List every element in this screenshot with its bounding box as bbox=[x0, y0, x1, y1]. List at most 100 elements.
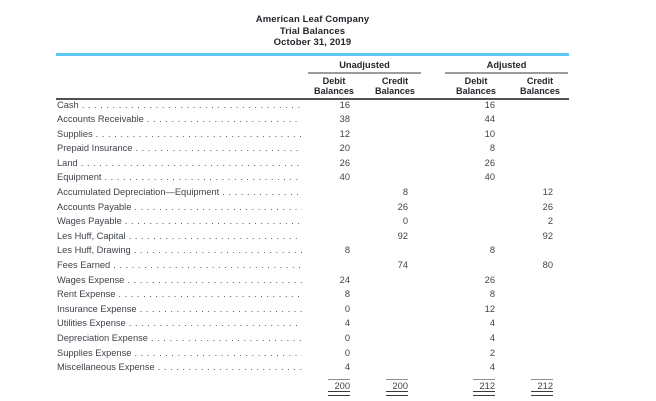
table-row: Cash 16 16 bbox=[56, 100, 569, 115]
account-name-cell: Supplies bbox=[56, 129, 302, 139]
amount-adjusted-debit: 8 bbox=[489, 289, 495, 300]
account-name-cell: Utilities Expense bbox=[56, 318, 302, 328]
amount-adjusted-debit: 8 bbox=[489, 245, 495, 256]
amount-unadjusted-debit: 8 bbox=[344, 289, 350, 300]
amount-adjusted-debit: 4 bbox=[489, 333, 495, 343]
report-date: October 31, 2019 bbox=[273, 37, 352, 48]
account-name: Prepaid Insurance bbox=[57, 143, 133, 154]
account-name: Land bbox=[57, 157, 78, 168]
amount-adjusted-credit: 12 bbox=[542, 187, 553, 198]
total-adjusted-debit-cell: 212 bbox=[441, 378, 511, 396]
amount-adjusted-credit: 2 bbox=[547, 216, 553, 227]
amount-unadjusted-debit: 0 bbox=[344, 303, 350, 314]
amount-adjusted-credit: 92 bbox=[542, 230, 553, 241]
amount-unadjusted-debit: 8 bbox=[344, 245, 350, 256]
table-row: Accounts Receivable 38 44 bbox=[56, 114, 569, 129]
amount-adjusted-debit: 2 bbox=[489, 347, 495, 358]
dot-leader bbox=[222, 187, 302, 197]
dot-leader bbox=[125, 216, 302, 226]
amount-unadjusted-debit: 4 bbox=[344, 362, 350, 373]
account-name: Utilities Expense bbox=[57, 318, 126, 329]
amount-unadjusted-debit: 16 bbox=[339, 99, 350, 110]
header-adjusted-debit: Debit Balances bbox=[441, 76, 511, 96]
amount-unadjusted-debit: 0 bbox=[344, 333, 350, 343]
amount-adjusted-debit: 10 bbox=[484, 128, 495, 139]
amount-unadjusted-credit: 92 bbox=[397, 230, 408, 241]
amount-adjusted-debit: 12 bbox=[484, 303, 495, 314]
group-header-unadjusted: Unadjusted bbox=[308, 60, 421, 74]
total-adjusted-debit: 212 bbox=[473, 378, 495, 396]
account-name: Insurance Expense bbox=[57, 303, 137, 314]
amount-unadjusted-debit: 26 bbox=[339, 157, 350, 168]
account-name-cell: Rent Expense bbox=[56, 289, 302, 299]
account-name: Depreciation Expense bbox=[57, 333, 148, 343]
dot-leader bbox=[147, 114, 302, 124]
header-unadjusted-credit: Credit Balances bbox=[366, 76, 424, 96]
table-row: Rent Expense 8 8 bbox=[56, 289, 569, 304]
table-row: Accumulated Depreciation—Equipment 8 12 bbox=[56, 187, 569, 202]
amount-unadjusted-debit: 24 bbox=[339, 274, 350, 285]
group-header-adjusted: Adjusted bbox=[445, 60, 568, 74]
amount-unadjusted-debit: 0 bbox=[344, 347, 350, 358]
account-name-cell: Equipment bbox=[56, 172, 302, 182]
account-name: Accumulated Depreciation—Equipment bbox=[57, 187, 220, 198]
account-name-cell: Wages Expense bbox=[56, 275, 302, 285]
table-row: Miscellaneous Expense 4 4 bbox=[56, 362, 569, 377]
column-group-header-row: Unadjusted Adjusted bbox=[56, 60, 569, 74]
total-adjusted-credit: 212 bbox=[531, 378, 553, 396]
account-name: Miscellaneous Expense bbox=[57, 362, 155, 373]
amount-adjusted-credit: 26 bbox=[542, 201, 553, 212]
dot-leader bbox=[82, 100, 302, 110]
table-row: Utilities Expense 4 4 bbox=[56, 318, 569, 333]
dot-leader bbox=[129, 231, 302, 241]
amount-unadjusted-credit: 74 bbox=[397, 260, 408, 271]
dot-leader bbox=[129, 318, 302, 328]
amount-unadjusted-credit: 0 bbox=[402, 216, 408, 227]
dot-leader bbox=[104, 172, 302, 182]
amount-unadjusted-debit: 12 bbox=[339, 128, 350, 139]
account-name: Supplies bbox=[57, 128, 93, 139]
amount-adjusted-debit: 26 bbox=[484, 157, 495, 168]
total-unadjusted-debit-cell: 200 bbox=[302, 378, 366, 396]
amount-adjusted-debit: 16 bbox=[484, 99, 495, 110]
total-unadjusted-credit: 200 bbox=[386, 378, 408, 396]
amount-unadjusted-debit: 20 bbox=[339, 143, 350, 154]
amount-unadjusted-debit: 40 bbox=[339, 172, 350, 183]
trial-balance-sheet: American Leaf Company Trial Balances Oct… bbox=[56, 14, 569, 401]
account-name-cell: Accounts Payable bbox=[56, 202, 302, 212]
header-balances-label: Balances bbox=[375, 85, 415, 96]
total-unadjusted-credit-cell: 200 bbox=[366, 378, 424, 396]
account-name-cell: Prepaid Insurance bbox=[56, 143, 302, 153]
account-name-cell: Land bbox=[56, 158, 302, 168]
header-balances-label: Balances bbox=[456, 85, 496, 96]
account-name-cell: Depreciation Expense bbox=[56, 333, 302, 343]
account-name-cell: Miscellaneous Expense bbox=[56, 362, 302, 372]
account-name-cell: Fees Earned bbox=[56, 260, 302, 270]
dot-leader bbox=[135, 143, 302, 153]
header-credit-label: Credit bbox=[381, 75, 409, 86]
table-row: Land 26 26 bbox=[56, 158, 569, 173]
amount-adjusted-credit: 80 bbox=[542, 260, 553, 271]
amount-adjusted-debit: 44 bbox=[484, 114, 495, 125]
account-name: Les Huff, Capital bbox=[57, 230, 126, 241]
table-row: Fees Earned 74 80 bbox=[56, 260, 569, 275]
table-row: Depreciation Expense 0 4 bbox=[56, 333, 569, 348]
account-name-cell: Cash bbox=[56, 100, 302, 110]
dot-leader bbox=[118, 289, 302, 299]
account-name: Supplies Expense bbox=[57, 347, 132, 358]
header-adjusted-credit: Credit Balances bbox=[511, 76, 569, 96]
dot-leader bbox=[134, 202, 302, 212]
account-name: Rent Expense bbox=[57, 289, 116, 300]
amount-adjusted-debit: 4 bbox=[489, 362, 495, 373]
dot-leader bbox=[96, 129, 302, 139]
trial-balance-rows: Cash 16 16 Accounts Receivable3844Supplies 1… bbox=[56, 100, 569, 377]
table-row: Les Huff, Drawing 8 8 bbox=[56, 245, 569, 260]
table-row: Prepaid Insurance 20 8 bbox=[56, 143, 569, 158]
table-row: Wages Expense 24 26 bbox=[56, 275, 569, 290]
dot-leader bbox=[158, 362, 302, 372]
header-balances-label: Balances bbox=[520, 85, 560, 96]
dot-leader bbox=[134, 348, 302, 358]
dot-leader bbox=[81, 158, 302, 168]
report-header: American Leaf Company Trial Balances Oct… bbox=[56, 14, 569, 49]
